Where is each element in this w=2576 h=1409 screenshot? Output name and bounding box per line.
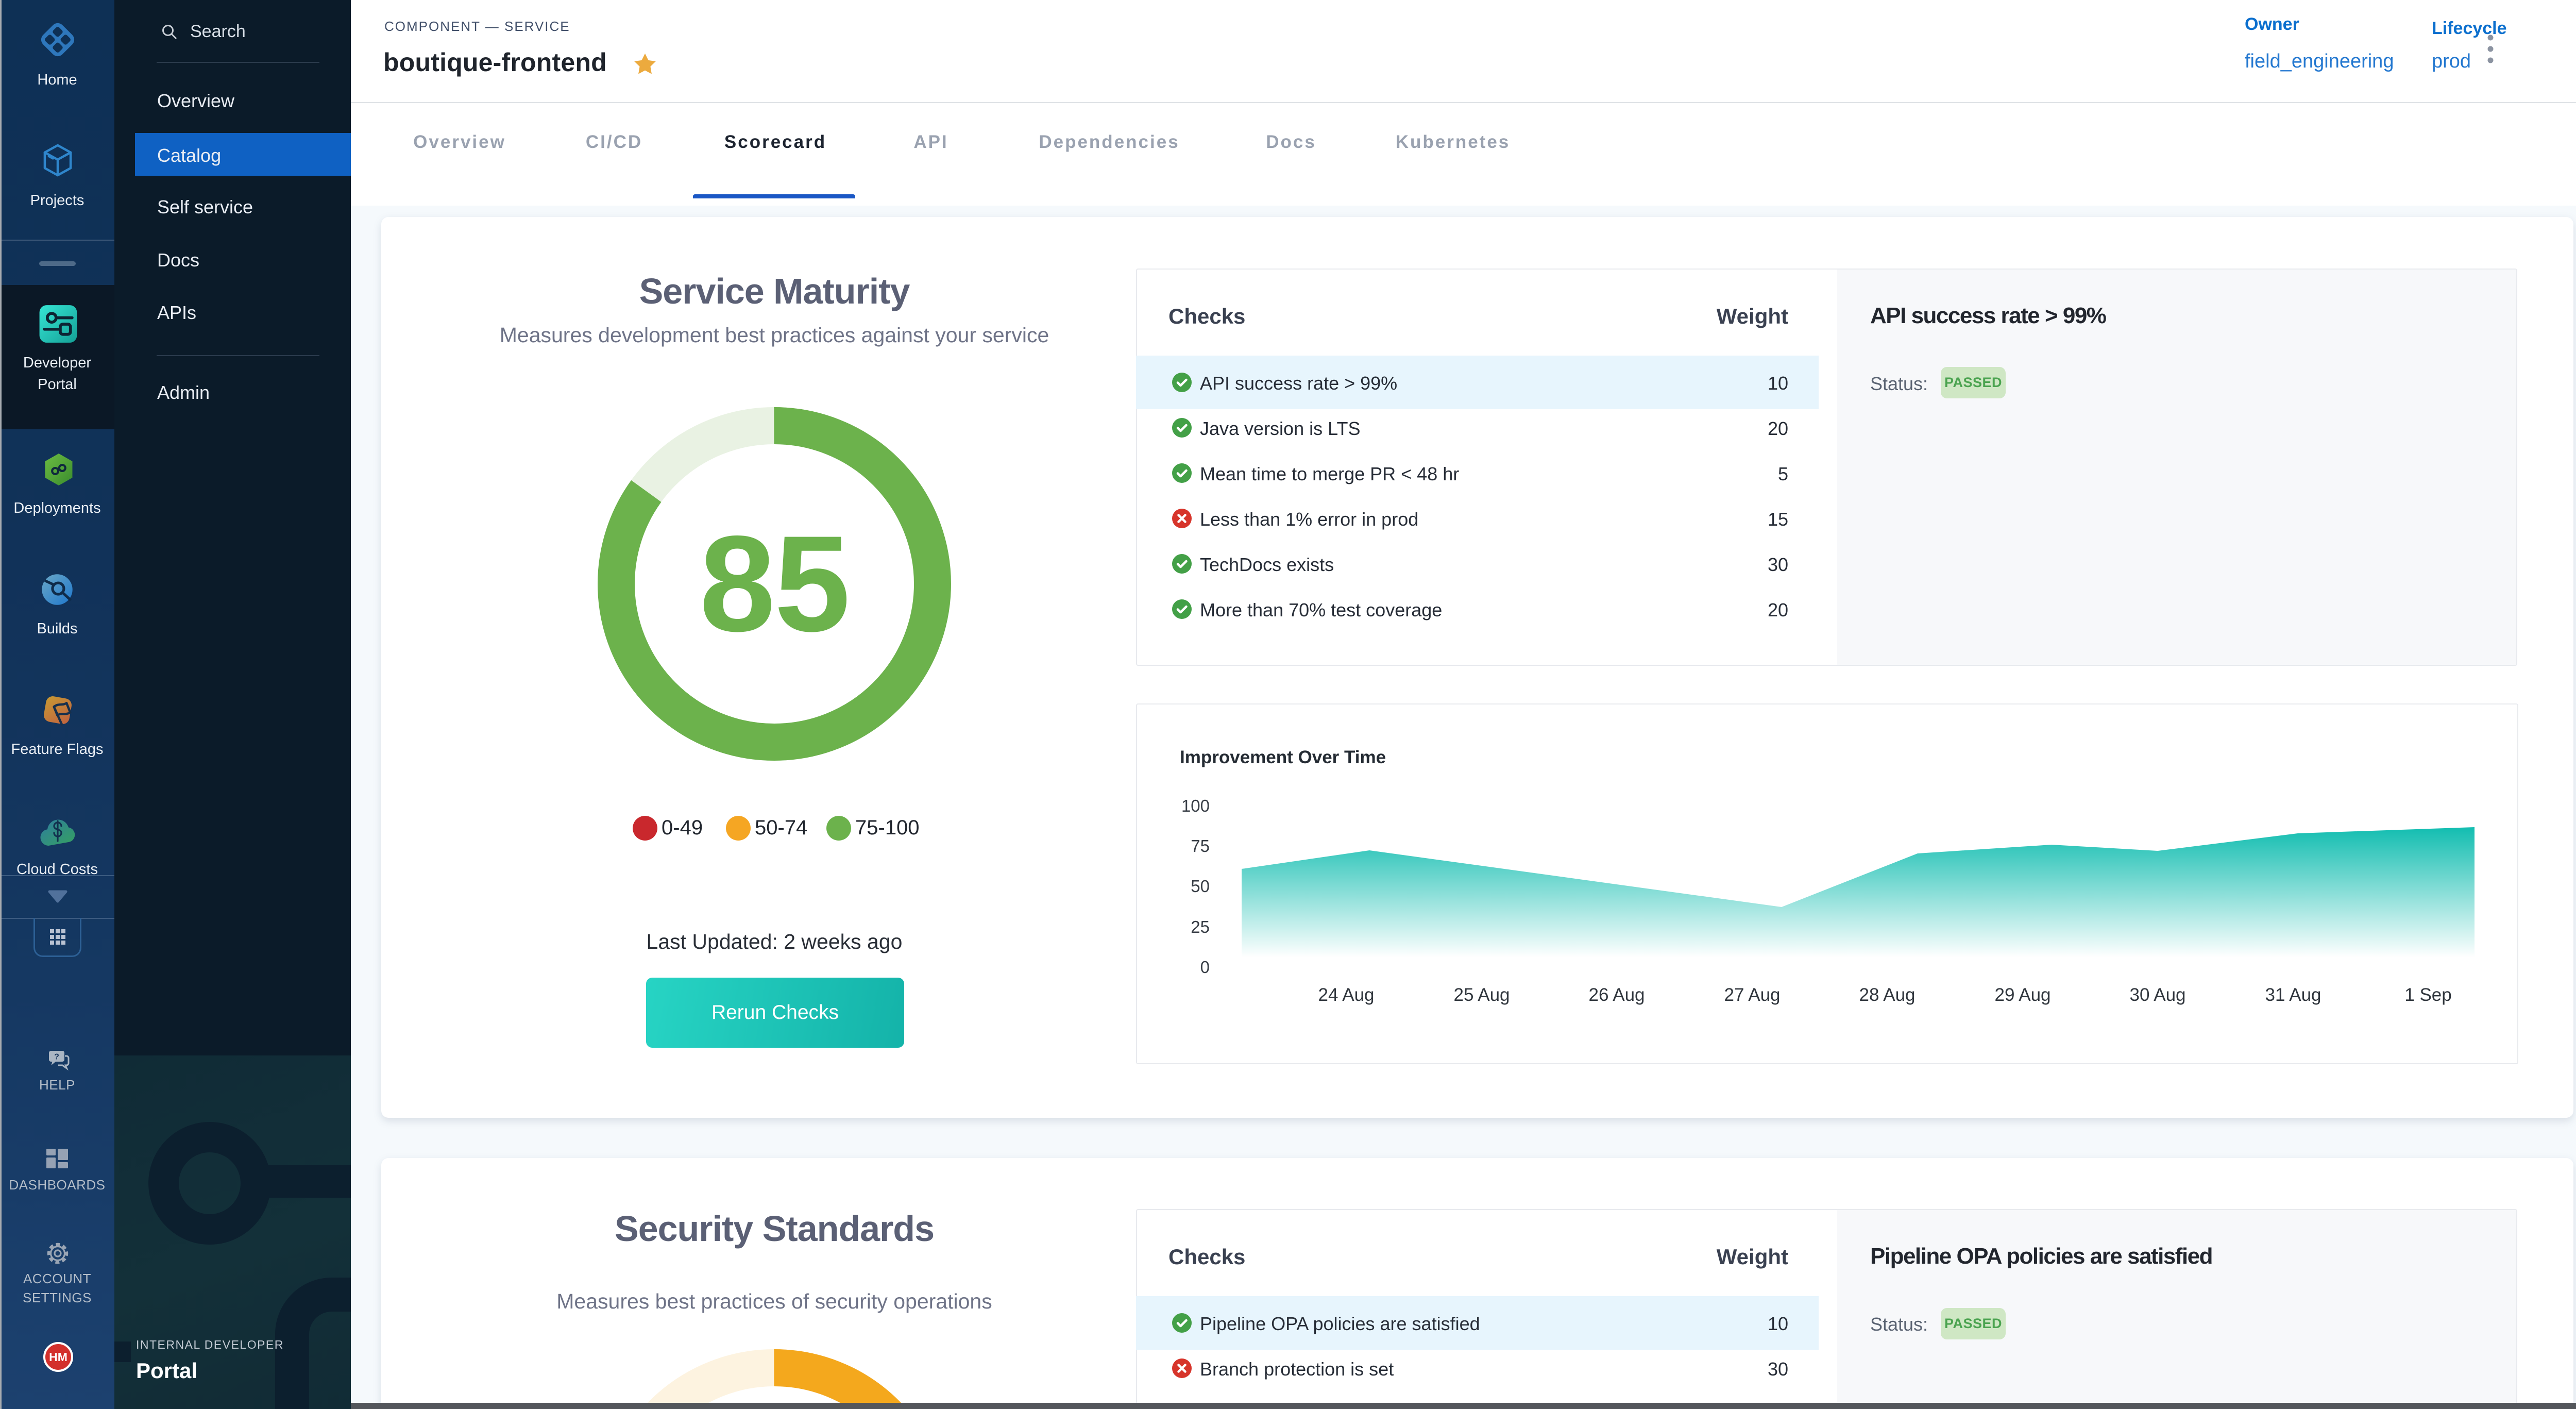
svg-text:?: ? bbox=[54, 1053, 59, 1062]
